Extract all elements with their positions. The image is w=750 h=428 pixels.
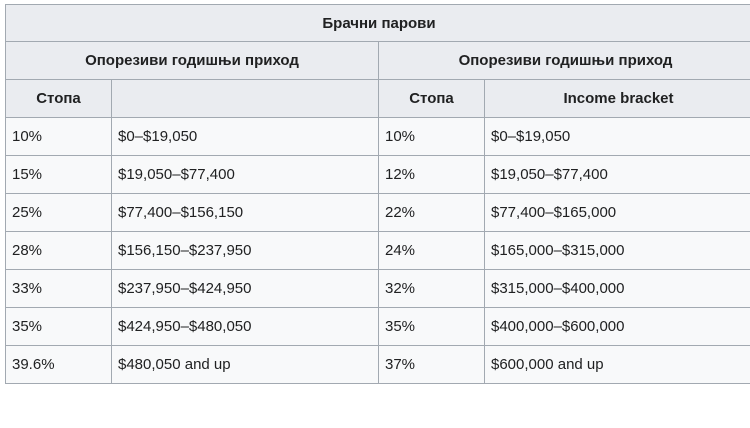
- bracket-cell: $0–$19,050: [484, 117, 750, 156]
- rate-cell: 32%: [378, 269, 485, 308]
- bracket-cell: $165,000–$315,000: [484, 231, 750, 270]
- bracket-cell: $315,000–$400,000: [484, 269, 750, 308]
- rate-cell: 33%: [5, 269, 112, 308]
- rate-cell: 15%: [5, 155, 112, 194]
- rate-cell: 22%: [378, 193, 485, 232]
- tax-bracket-table: Брачни парови Опорезиви годишњи приход О…: [5, 4, 750, 384]
- table-row: 39.6% $480,050 and up 37% $600,000 and u…: [5, 345, 750, 384]
- column-header-bracket-left: [111, 79, 379, 118]
- rate-cell: 10%: [5, 117, 112, 156]
- group-header-row: Опорезиви годишњи приход Опорезиви годиш…: [5, 41, 750, 80]
- bracket-cell: $480,050 and up: [111, 345, 379, 384]
- bracket-cell: $156,150–$237,950: [111, 231, 379, 270]
- rate-cell: 10%: [378, 117, 485, 156]
- rate-cell: 24%: [378, 231, 485, 270]
- bracket-cell: $77,400–$156,150: [111, 193, 379, 232]
- bracket-cell: $424,950–$480,050: [111, 307, 379, 346]
- table-title: Брачни парови: [5, 4, 750, 42]
- column-header-bracket-right: Income bracket: [484, 79, 750, 118]
- bracket-cell: $600,000 and up: [484, 345, 750, 384]
- rate-cell: 28%: [5, 231, 112, 270]
- table-row: 35% $424,950–$480,050 35% $400,000–$600,…: [5, 307, 750, 346]
- rate-cell: 39.6%: [5, 345, 112, 384]
- bracket-cell: $237,950–$424,950: [111, 269, 379, 308]
- group-header-left: Опорезиви годишњи приход: [5, 41, 379, 80]
- bracket-cell: $19,050–$77,400: [484, 155, 750, 194]
- column-header-rate-left: Стопа: [5, 79, 112, 118]
- tax-table-container: Брачни парови Опорезиви годишњи приход О…: [5, 4, 750, 390]
- column-header-rate-right: Стопа: [378, 79, 485, 118]
- rate-cell: 35%: [378, 307, 485, 346]
- rate-cell: 35%: [5, 307, 112, 346]
- bracket-cell: $400,000–$600,000: [484, 307, 750, 346]
- table-row: 33% $237,950–$424,950 32% $315,000–$400,…: [5, 269, 750, 308]
- table-title-row: Брачни парови: [5, 4, 750, 42]
- bracket-cell: $0–$19,050: [111, 117, 379, 156]
- table-row: 28% $156,150–$237,950 24% $165,000–$315,…: [5, 231, 750, 270]
- rate-cell: 12%: [378, 155, 485, 194]
- group-header-right: Опорезиви годишњи приход: [378, 41, 750, 80]
- table-row: 10% $0–$19,050 10% $0–$19,050: [5, 117, 750, 156]
- rate-cell: 37%: [378, 345, 485, 384]
- bracket-cell: $77,400–$165,000: [484, 193, 750, 232]
- column-header-row: Стопа Стопа Income bracket: [5, 79, 750, 118]
- table-row: 25% $77,400–$156,150 22% $77,400–$165,00…: [5, 193, 750, 232]
- bracket-cell: $19,050–$77,400: [111, 155, 379, 194]
- table-row: 15% $19,050–$77,400 12% $19,050–$77,400: [5, 155, 750, 194]
- rate-cell: 25%: [5, 193, 112, 232]
